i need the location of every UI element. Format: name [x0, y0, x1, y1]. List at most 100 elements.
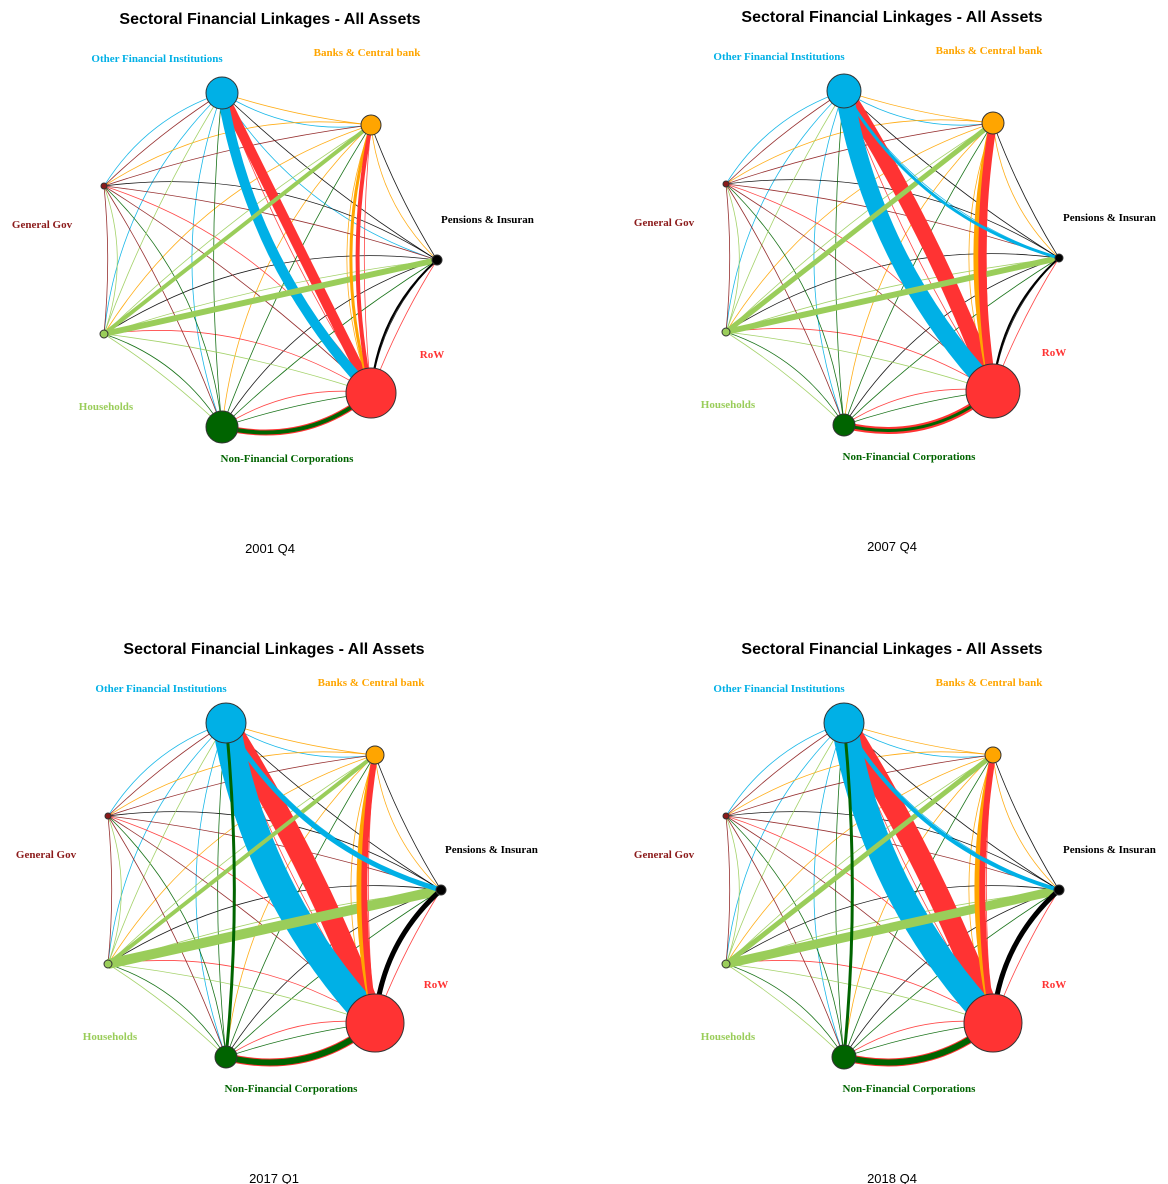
link	[103, 185, 372, 394]
sector-label: Non-Financial Corporations	[225, 1083, 359, 1095]
period-label: 2017 Q1	[249, 1171, 299, 1184]
link	[992, 122, 1060, 259]
link	[725, 331, 845, 426]
link	[725, 722, 845, 965]
link	[103, 185, 109, 335]
sector-node	[104, 812, 112, 820]
panel: Other Financial Institutions Banks & Cent…	[634, 641, 1156, 1184]
link-major	[978, 122, 997, 392]
link-major	[725, 255, 1060, 335]
link	[107, 722, 227, 965]
link	[107, 815, 227, 1058]
link	[107, 815, 227, 1058]
sector-label: General Gov	[16, 849, 77, 861]
sector-node	[100, 182, 108, 190]
link	[107, 885, 442, 965]
link	[843, 90, 1060, 259]
link	[725, 257, 1060, 333]
sector-node	[832, 413, 856, 437]
sector-label: Non-Financial Corporations	[843, 1083, 977, 1095]
link	[103, 333, 223, 428]
link-major	[349, 124, 373, 394]
link	[107, 722, 227, 817]
sector-node	[722, 180, 730, 188]
link	[103, 124, 372, 335]
panel: Other Financial Institutions Banks & Cent…	[634, 9, 1156, 554]
link-major	[831, 720, 1003, 1032]
panel: Other Financial Institutions Banks & Cent…	[12, 11, 534, 556]
link	[725, 722, 845, 817]
link	[213, 92, 223, 428]
link	[725, 328, 994, 392]
link	[725, 183, 740, 333]
link	[103, 92, 223, 187]
sector-node	[984, 746, 1002, 764]
link	[103, 124, 372, 335]
link	[103, 333, 372, 394]
link	[107, 815, 122, 965]
period-label: 2007 Q4	[867, 539, 917, 554]
sector-node	[1053, 884, 1065, 896]
sector-node	[214, 1045, 238, 1069]
link	[992, 754, 1060, 891]
link-major	[724, 753, 995, 966]
sector-label: Other Financial Institutions	[713, 51, 845, 63]
sector-label: Pensions & Insuran	[1063, 844, 1156, 856]
link	[221, 92, 372, 126]
link	[725, 183, 845, 426]
sector-node	[981, 111, 1005, 135]
sector-label: Other Financial Institutions	[91, 53, 223, 65]
link	[725, 754, 994, 965]
sector-label: RoW	[420, 349, 444, 361]
link	[725, 253, 1060, 333]
link	[374, 754, 442, 891]
link-major	[212, 720, 386, 1033]
link-major	[724, 121, 995, 334]
link	[725, 815, 845, 1058]
link	[813, 722, 845, 1058]
link-major	[725, 885, 1060, 969]
sector-node	[963, 993, 1023, 1053]
link	[107, 722, 227, 965]
sector-node	[831, 1044, 857, 1070]
sector-label: Banks & Central bank	[318, 677, 426, 689]
sector-node	[345, 993, 405, 1053]
link-major	[842, 721, 1060, 892]
sector-label: Banks & Central bank	[936, 677, 1044, 689]
link	[835, 90, 845, 426]
link	[725, 815, 731, 965]
link	[725, 90, 845, 333]
link	[103, 330, 372, 394]
link	[346, 124, 372, 394]
link	[370, 124, 438, 261]
sector-label: Non-Financial Corporations	[843, 451, 977, 463]
sector-label: Banks & Central bank	[314, 47, 422, 59]
sector-label: General Gov	[12, 219, 73, 231]
link-major	[103, 257, 438, 337]
sector-node	[826, 73, 862, 109]
link	[107, 963, 376, 1024]
link	[107, 815, 113, 965]
link-major	[106, 753, 377, 966]
link	[843, 90, 1060, 259]
link	[992, 122, 1060, 259]
sector-node	[99, 329, 109, 339]
sector-node	[365, 745, 385, 765]
panel-title: Sectoral Financial Linkages - All Assets	[119, 11, 420, 28]
link	[725, 963, 845, 1058]
sector-label: RoW	[1042, 979, 1066, 991]
link	[103, 92, 223, 187]
link-major	[106, 885, 443, 969]
link	[370, 124, 438, 261]
sector-label: Households	[701, 399, 756, 411]
link	[103, 185, 372, 394]
link	[107, 963, 227, 1058]
link	[107, 754, 376, 965]
link	[221, 124, 372, 428]
link	[725, 722, 845, 965]
link	[103, 333, 223, 428]
sector-label: RoW	[424, 979, 448, 991]
link	[195, 722, 227, 1058]
link	[191, 92, 223, 428]
panel: Other Financial Institutions Banks & Cent…	[16, 641, 538, 1184]
